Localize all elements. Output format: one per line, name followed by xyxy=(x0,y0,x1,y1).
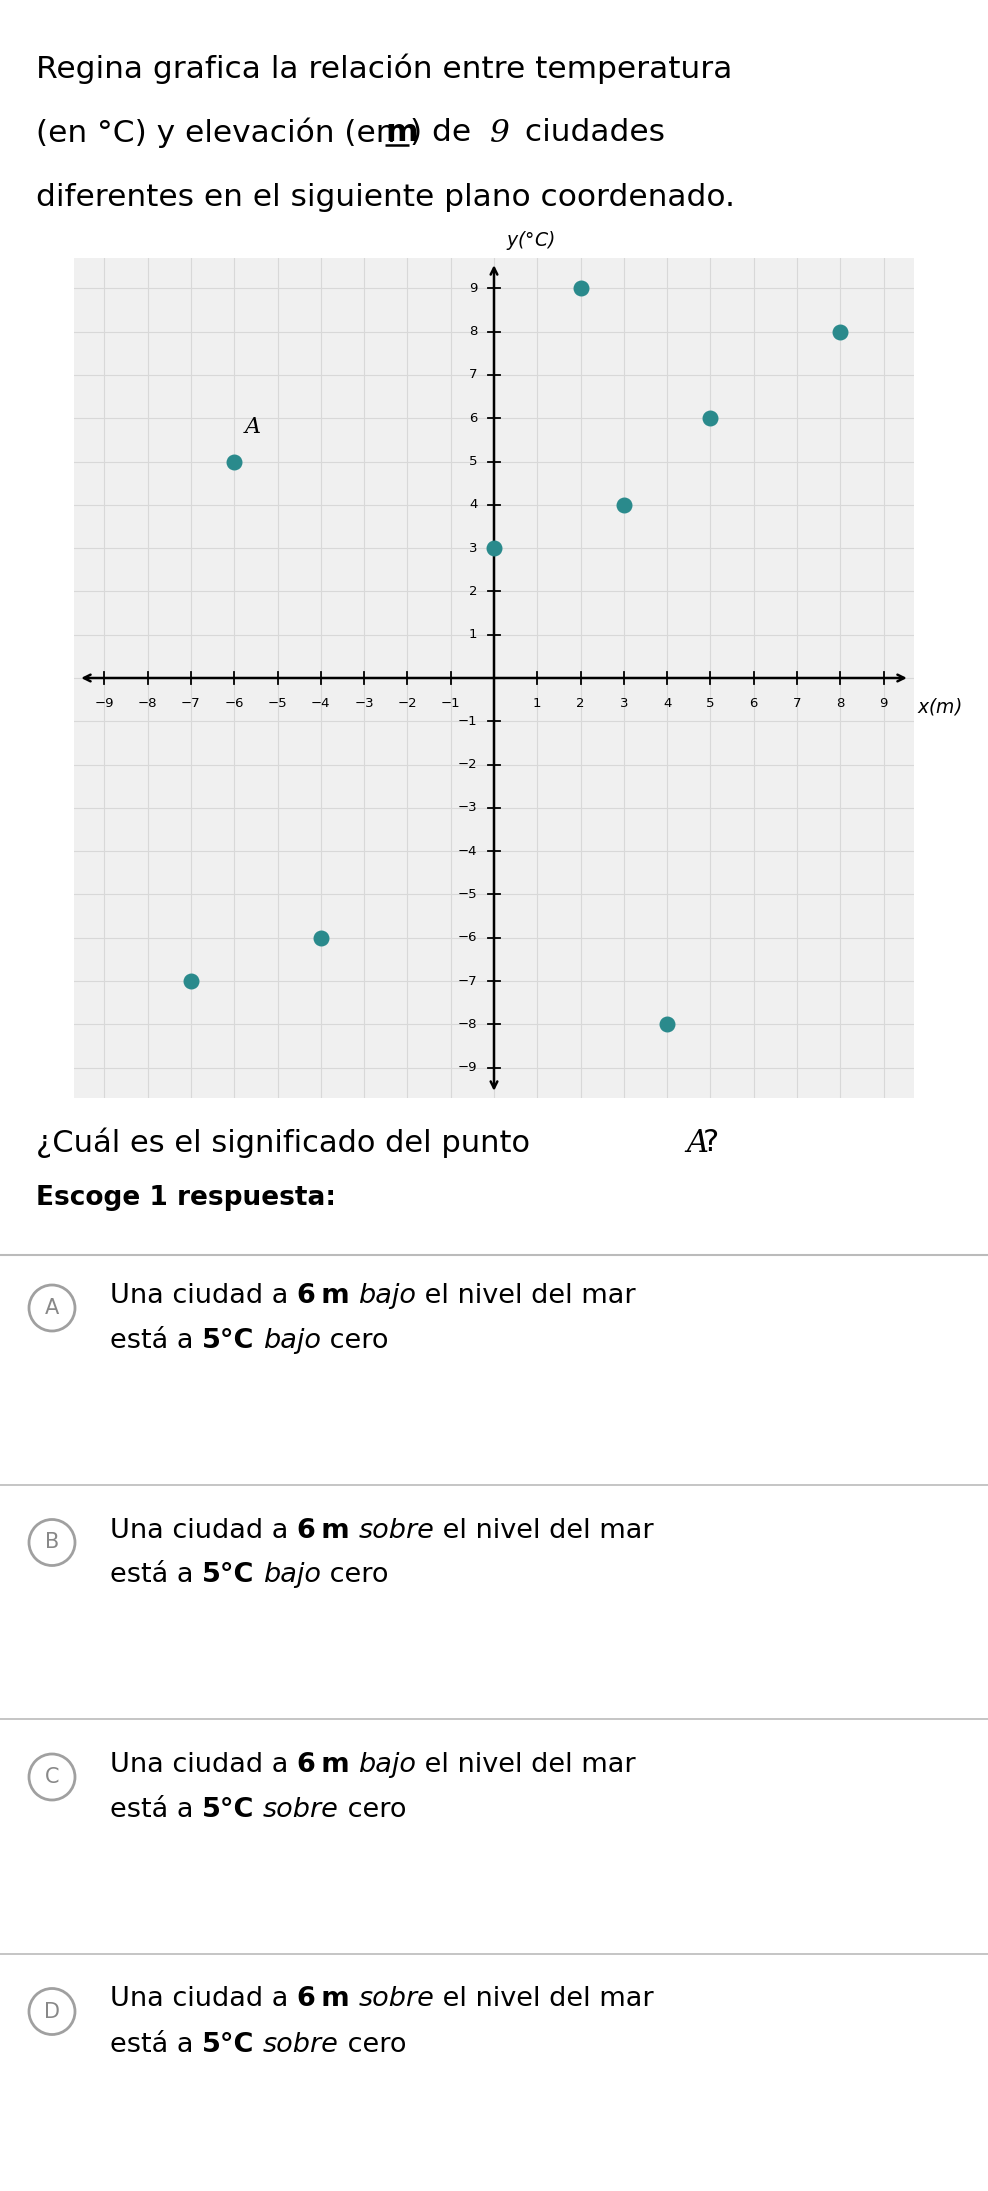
Text: 9: 9 xyxy=(490,118,510,149)
Text: Regina grafica la relación entre temperatura: Regina grafica la relación entre tempera… xyxy=(36,53,732,83)
Text: el nivel del mar: el nivel del mar xyxy=(416,1284,636,1308)
Text: −7: −7 xyxy=(457,975,477,988)
Point xyxy=(226,445,242,480)
Text: −2: −2 xyxy=(397,697,417,710)
Text: 6 m: 6 m xyxy=(297,1753,350,1779)
Text: ) de: ) de xyxy=(410,118,481,147)
Text: −1: −1 xyxy=(441,697,460,710)
Text: 5°C: 5°C xyxy=(203,2031,255,2057)
Text: diferentes en el siguiente plano coordenado.: diferentes en el siguiente plano coorden… xyxy=(36,184,735,213)
Text: −6: −6 xyxy=(458,931,477,944)
Text: 8: 8 xyxy=(469,324,477,337)
Text: 5°C: 5°C xyxy=(203,1328,255,1354)
Text: −5: −5 xyxy=(457,887,477,901)
Text: D: D xyxy=(44,2003,60,2022)
Text: 1: 1 xyxy=(469,629,477,642)
Text: −5: −5 xyxy=(268,697,288,710)
Text: 3: 3 xyxy=(619,697,628,710)
Text: A: A xyxy=(44,1297,59,1319)
Text: −8: −8 xyxy=(138,697,157,710)
Text: B: B xyxy=(44,1532,59,1553)
Text: 5°C: 5°C xyxy=(203,1562,255,1588)
Text: 3: 3 xyxy=(469,541,477,554)
Text: bajo: bajo xyxy=(263,1562,321,1588)
Text: bajo: bajo xyxy=(359,1284,416,1308)
Text: 7: 7 xyxy=(792,697,801,710)
Point xyxy=(573,272,589,307)
Text: 5°C: 5°C xyxy=(203,1797,255,1823)
Text: está a: está a xyxy=(110,1562,203,1588)
Text: 1: 1 xyxy=(534,697,541,710)
Point xyxy=(313,920,329,955)
Text: 4: 4 xyxy=(663,697,672,710)
Text: −7: −7 xyxy=(181,697,201,710)
Text: 6: 6 xyxy=(750,697,758,710)
Text: ?: ? xyxy=(703,1128,719,1157)
Text: sobre: sobre xyxy=(263,2031,339,2057)
Point xyxy=(833,313,849,348)
Text: −1: −1 xyxy=(457,714,477,727)
Text: el nivel del mar: el nivel del mar xyxy=(434,1987,654,2014)
Text: Una ciudad a: Una ciudad a xyxy=(110,1987,297,2014)
Text: (en °C) y elevación (en: (en °C) y elevación (en xyxy=(36,118,405,149)
Text: $y$(°C): $y$(°C) xyxy=(506,228,555,252)
Text: bajo: bajo xyxy=(359,1753,416,1779)
Text: −6: −6 xyxy=(224,697,244,710)
Point xyxy=(702,401,718,436)
Text: −8: −8 xyxy=(458,1019,477,1032)
Text: −4: −4 xyxy=(311,697,331,710)
Text: 6 m: 6 m xyxy=(297,1284,350,1308)
Text: Una ciudad a: Una ciudad a xyxy=(110,1518,297,1542)
Text: cero: cero xyxy=(339,1797,406,1823)
Text: −9: −9 xyxy=(95,697,114,710)
Text: 7: 7 xyxy=(469,368,477,381)
Text: ciudades: ciudades xyxy=(515,118,665,147)
Text: −4: −4 xyxy=(458,846,477,857)
Text: 9: 9 xyxy=(469,283,477,296)
Text: bajo: bajo xyxy=(263,1328,321,1354)
Text: Escoge 1 respuesta:: Escoge 1 respuesta: xyxy=(36,1185,336,1212)
Point xyxy=(659,1008,675,1043)
Text: sobre: sobre xyxy=(359,1518,434,1542)
Text: A: A xyxy=(245,416,261,438)
Text: 6 m: 6 m xyxy=(297,1987,350,2014)
Text: está a: está a xyxy=(110,1328,203,1354)
Text: ¿Cuál es el significado del punto: ¿Cuál es el significado del punto xyxy=(36,1128,539,1159)
Text: cero: cero xyxy=(321,1562,388,1588)
Text: Una ciudad a: Una ciudad a xyxy=(110,1753,297,1779)
Text: 8: 8 xyxy=(836,697,845,710)
Text: sobre: sobre xyxy=(359,1987,434,2014)
Text: está a: está a xyxy=(110,2031,203,2057)
Text: está a: está a xyxy=(110,1797,203,1823)
Text: 6 m: 6 m xyxy=(297,1518,350,1542)
Point xyxy=(486,530,502,565)
Text: 4: 4 xyxy=(469,497,477,511)
Text: A: A xyxy=(686,1128,708,1159)
Text: m: m xyxy=(385,118,418,147)
Text: 2: 2 xyxy=(469,585,477,598)
Text: 5: 5 xyxy=(469,456,477,469)
Point xyxy=(616,486,631,521)
Text: 9: 9 xyxy=(879,697,888,710)
Text: el nivel del mar: el nivel del mar xyxy=(416,1753,636,1779)
Text: sobre: sobre xyxy=(263,1797,339,1823)
Text: 6: 6 xyxy=(469,412,477,425)
Text: $x$(m): $x$(m) xyxy=(918,697,962,716)
Text: −3: −3 xyxy=(457,802,477,815)
Text: −2: −2 xyxy=(457,758,477,771)
Text: 5: 5 xyxy=(706,697,714,710)
Text: el nivel del mar: el nivel del mar xyxy=(434,1518,654,1542)
Text: 2: 2 xyxy=(576,697,585,710)
Text: −3: −3 xyxy=(355,697,373,710)
Text: cero: cero xyxy=(339,2031,406,2057)
Text: C: C xyxy=(44,1766,59,1788)
Text: Una ciudad a: Una ciudad a xyxy=(110,1284,297,1308)
Text: cero: cero xyxy=(321,1328,388,1354)
Point xyxy=(183,964,199,999)
Text: −9: −9 xyxy=(458,1060,477,1074)
